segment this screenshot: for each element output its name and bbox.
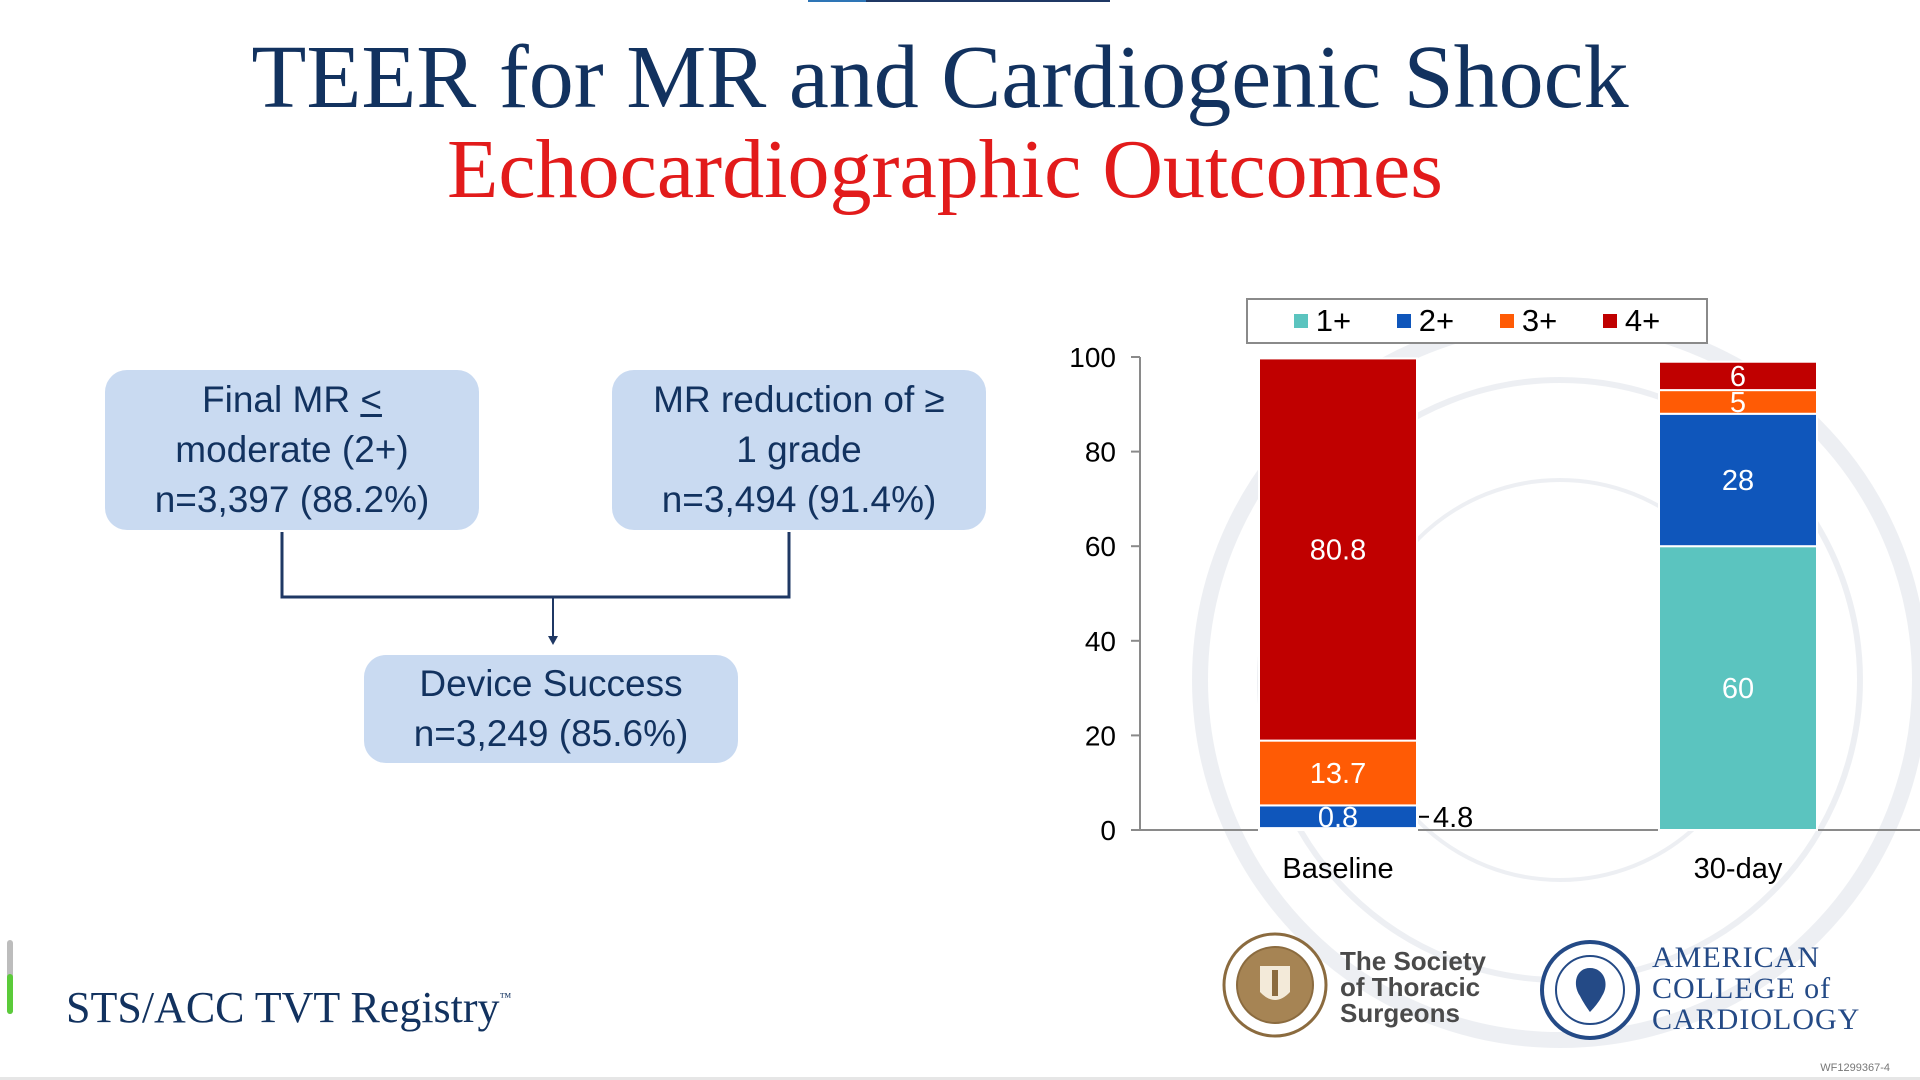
registry-label: STS/ACC TVT Registry™: [66, 982, 511, 1033]
less-than-symbol: <: [360, 379, 382, 420]
acc-logo-line1: AMERICAN: [1652, 941, 1821, 974]
callout-label: 4.8: [1433, 802, 1473, 834]
sts-logo-line3: Surgeons: [1340, 998, 1460, 1028]
x-tick-label: 30-day: [1694, 853, 1783, 885]
data-label: 60: [1722, 673, 1754, 705]
final-mr-line2: moderate (2+): [175, 429, 409, 470]
legend-label: 3+: [1521, 303, 1558, 338]
legend-label: 2+: [1418, 303, 1455, 338]
top-accent-line: [808, 0, 1110, 2]
slide-subtitle: Echocardiographic Outcomes: [447, 123, 1443, 216]
registry-text: STS/ACC TVT Registry: [66, 983, 500, 1032]
final-mr-line1-text: Final MR: [202, 379, 361, 420]
bar-segment-4+-30-day: [1658, 360, 1818, 392]
acc-logo-line2: COLLEGE of: [1652, 972, 1832, 1005]
trademark-symbol: ™: [499, 990, 512, 1004]
bar-segment-1+-30-day: [1658, 545, 1818, 831]
slide-title: TEER for MR and Cardiogenic Shock: [251, 28, 1629, 127]
device-success-label: Device Success: [419, 663, 683, 704]
final-mr-count: n=3,397 (88.2%): [154, 479, 430, 520]
device-success-count: n=3,249 (85.6%): [413, 713, 689, 754]
final-mr-box: Final MR < moderate (2+) n=3,397 (88.2%): [105, 370, 479, 530]
device-success-box: Device Success n=3,249 (85.6%): [364, 655, 738, 763]
legend-swatch: [1499, 314, 1514, 328]
y-tick-label: 0: [1100, 815, 1116, 846]
data-label: 80.8: [1310, 535, 1366, 567]
bottom-border: [0, 1077, 1920, 1080]
acc-logo-text: AMERICAN COLLEGE of CARDIOLOGY: [1652, 942, 1860, 1035]
y-tick-label: 60: [1085, 531, 1116, 562]
bar-segment-2+-30-day: [1658, 412, 1818, 548]
y-tick-label: 20: [1085, 720, 1116, 751]
legend-swatch: [1602, 314, 1617, 328]
legend-swatch: [1396, 314, 1411, 328]
y-tick-label: 80: [1085, 437, 1116, 468]
mr-reduction-count: n=3,494 (91.4%): [661, 479, 937, 520]
y-tick-label: 40: [1085, 626, 1116, 657]
flow-connectors: [280, 532, 791, 645]
bar-segment-4+-Baseline: [1258, 357, 1418, 742]
mr-reduction-line1: MR reduction of ≥: [653, 379, 945, 420]
chart-legend: 1+ 2+ 3+ 4+: [1246, 298, 1708, 344]
sts-seal-logo: [1222, 932, 1328, 1038]
legend-label: 1+: [1315, 303, 1352, 338]
acc-logo-line3: CARDIOLOGY: [1652, 1003, 1861, 1036]
x-tick-label: Baseline: [1282, 853, 1393, 885]
top-accent-line-blue: [808, 0, 866, 2]
slide-id: WF1299367-4: [1820, 1062, 1890, 1074]
side-scroll-indicator-fill: [7, 974, 13, 1014]
mr-reduction-box: MR reduction of ≥ 1 grade n=3,494 (91.4%…: [612, 370, 986, 530]
final-mr-line1: Final MR <: [105, 375, 479, 425]
data-label: 6: [1730, 361, 1746, 393]
data-label: 13.7: [1310, 758, 1366, 790]
acc-seal-logo: [1540, 940, 1640, 1040]
legend-label: 4+: [1624, 303, 1661, 338]
sts-logo-text: The Society of Thoracic Surgeons: [1340, 948, 1486, 1026]
legend-item-1+: 1+: [1293, 303, 1352, 339]
legend-item-4+: 4+: [1602, 303, 1661, 339]
sts-logo-line1: The Society: [1340, 946, 1486, 976]
legend-item-2+: 2+: [1396, 303, 1455, 339]
data-label: 5: [1730, 387, 1746, 419]
sts-logo-line2: of Thoracic: [1340, 972, 1481, 1002]
mr-grade-stacked-bar-chart: 0 20 40 60 80 100 0.8 13.7 80.8 Baseline 60 28 56 30-…: [1069, 342, 1920, 885]
mr-reduction-line2: 1 grade: [736, 429, 862, 470]
data-label: 28: [1722, 465, 1754, 497]
y-tick-label: 100: [1069, 342, 1116, 373]
bar-segment-3+-Baseline: [1258, 739, 1418, 807]
legend-item-3+: 3+: [1499, 303, 1558, 339]
legend-swatch: [1293, 314, 1308, 328]
data-label: 0.8: [1318, 802, 1358, 834]
